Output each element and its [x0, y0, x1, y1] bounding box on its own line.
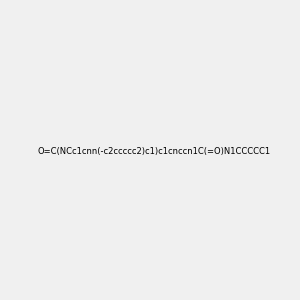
Text: O=C(NCc1cnn(-c2ccccc2)c1)c1cnccn1C(=O)N1CCCCC1: O=C(NCc1cnn(-c2ccccc2)c1)c1cnccn1C(=O)N1… [37, 147, 270, 156]
